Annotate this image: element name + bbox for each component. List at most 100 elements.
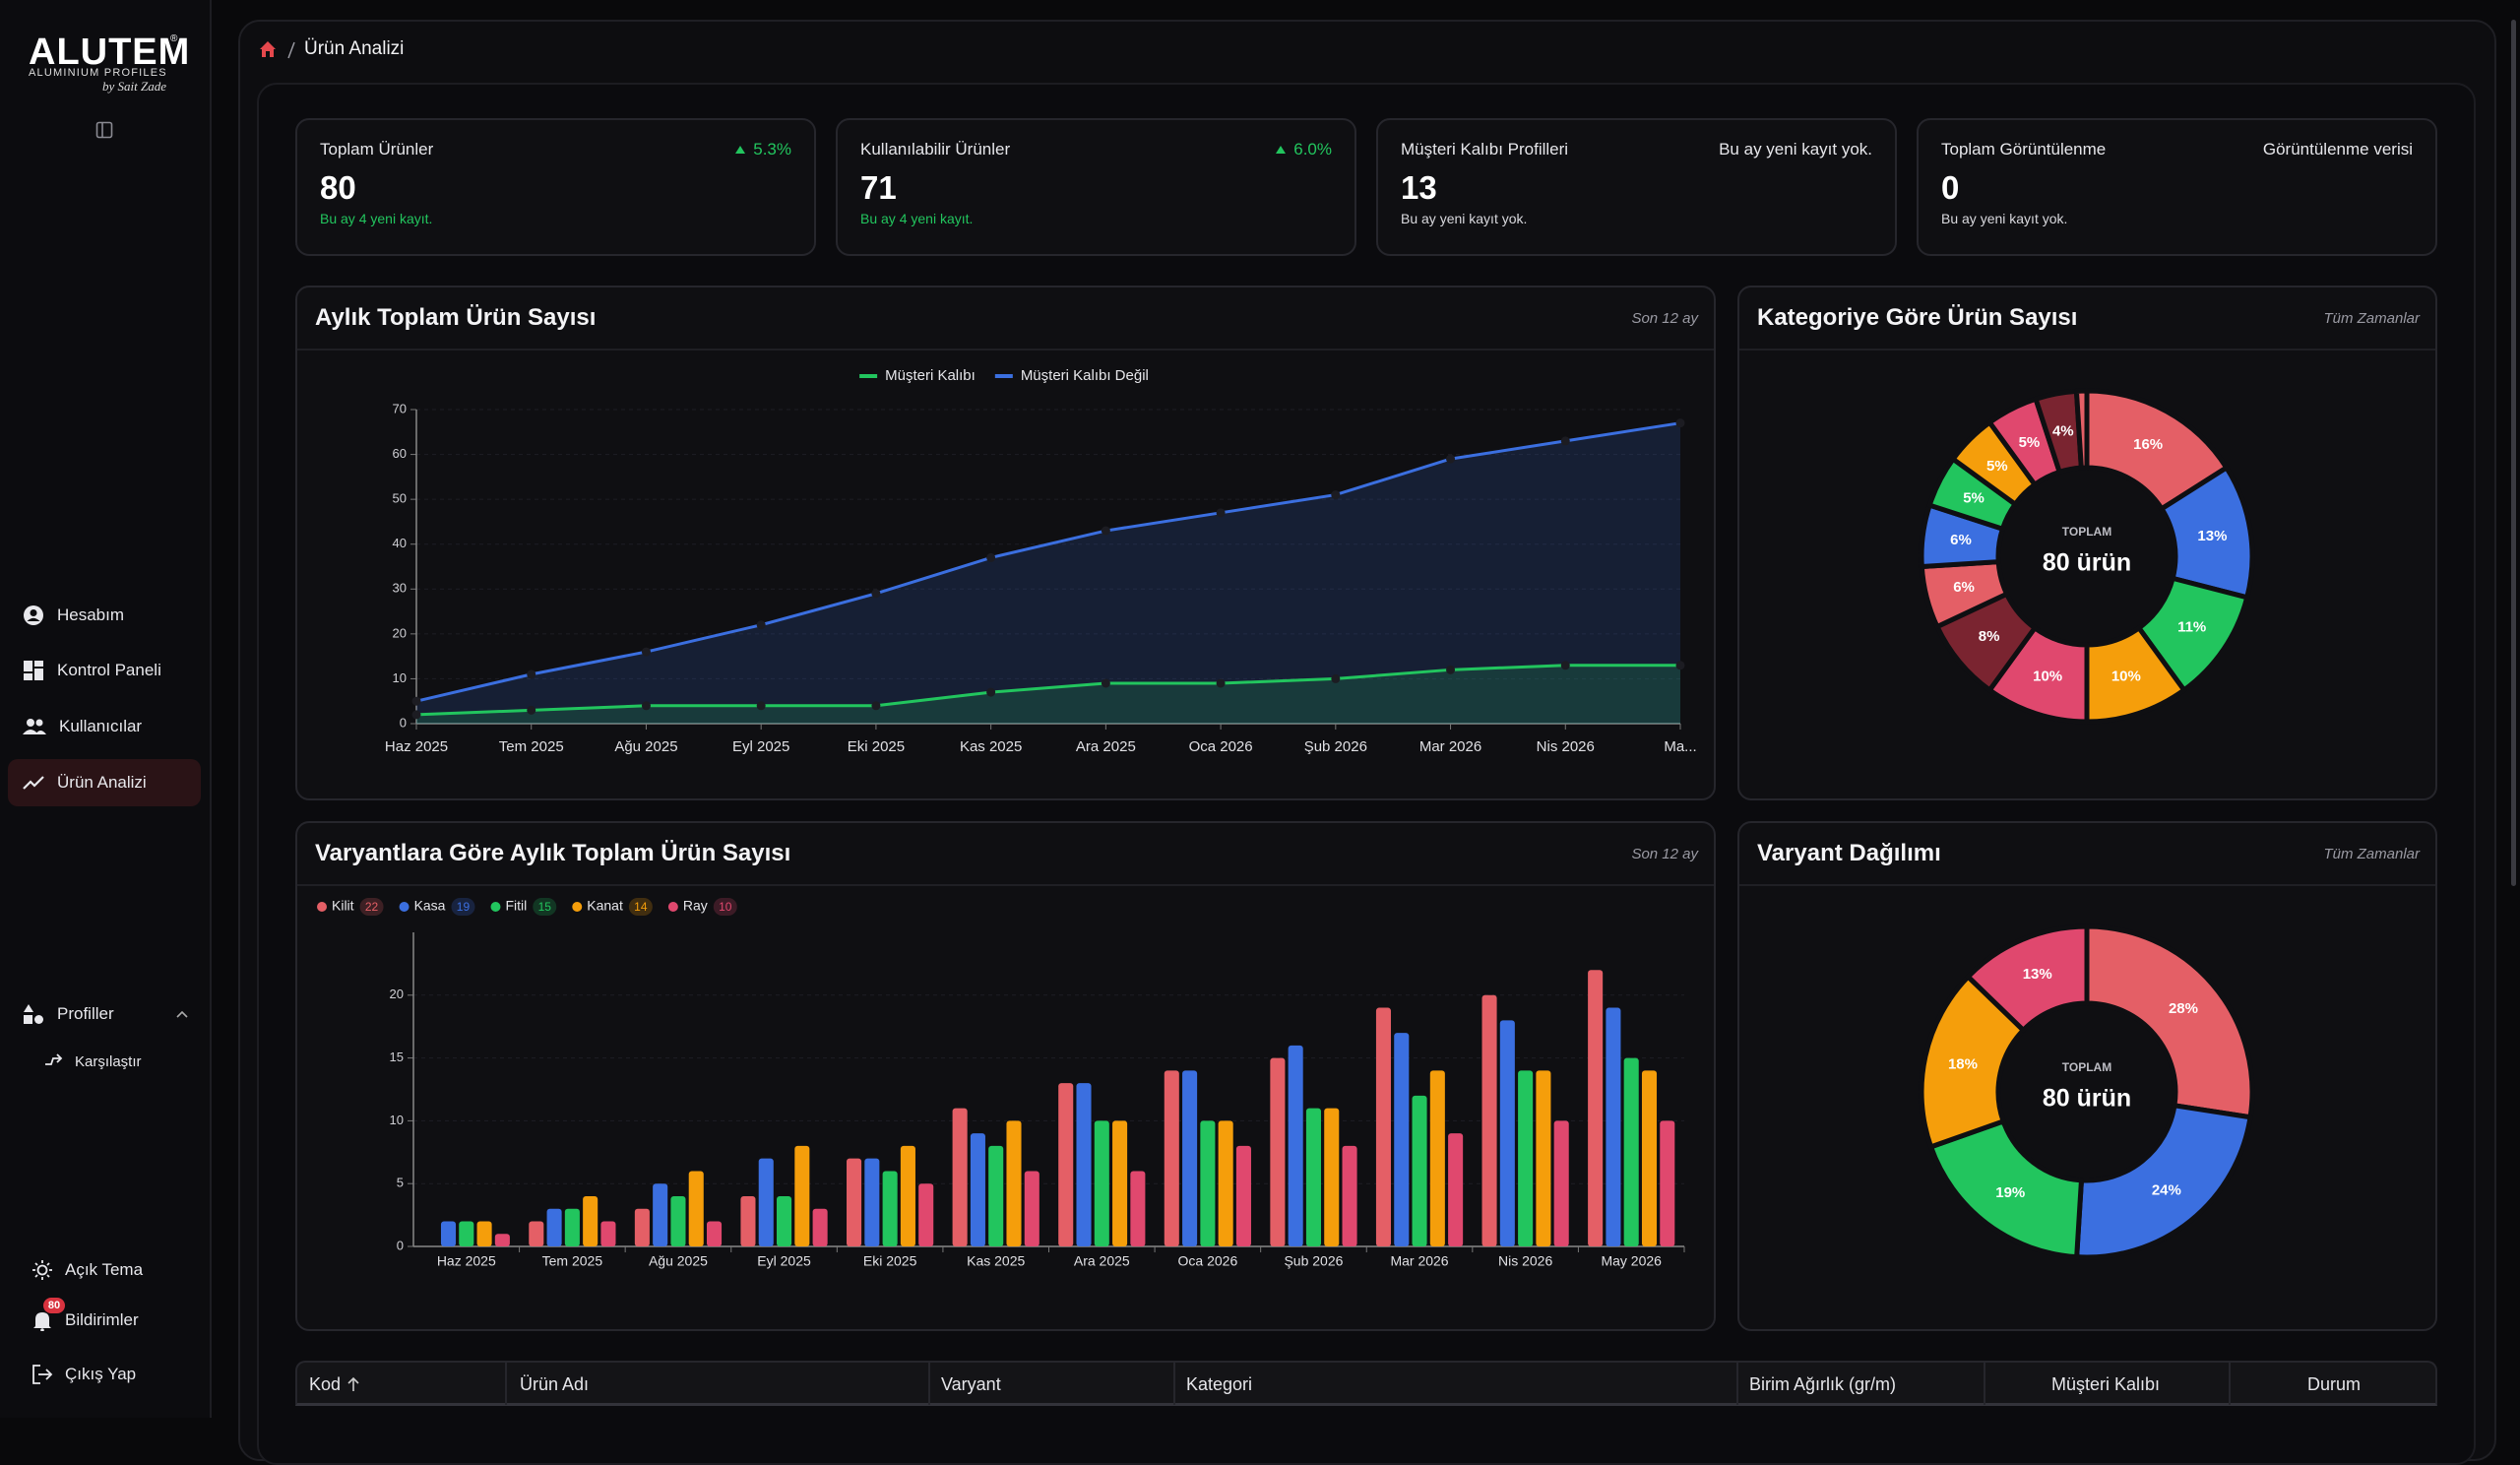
collapse-button[interactable] [95, 121, 113, 139]
chart-title: Aylık Toplam Ürün Sayısı [315, 304, 597, 331]
bar [1164, 1070, 1179, 1246]
point [527, 705, 536, 715]
sidebar: ALUTEM ® ALUMINIUM PROFILES by Sait Zade… [0, 0, 212, 1418]
area-fill [416, 665, 1680, 724]
column-separator [2229, 1363, 2231, 1405]
stat-info: Bu ay yeni kayıt yok. [1719, 140, 1872, 159]
nav-subitem[interactable]: Karşılaştır [30, 1038, 201, 1085]
bar [688, 1171, 704, 1246]
column-header[interactable]: Kod [309, 1374, 342, 1394]
stat-value: 80 [320, 169, 356, 206]
column-header[interactable]: Birim Ağırlık (gr/m) [1749, 1374, 1897, 1394]
stat-note: Bu ay 4 yeni kayıt. [860, 211, 974, 226]
column-header[interactable]: Kategori [1186, 1374, 1253, 1394]
donut-label: 5% [1986, 458, 2008, 475]
notification-badge: 80 [43, 1298, 65, 1313]
x-tick-label: May 2026 [1601, 1253, 1662, 1269]
x-tick-label: Mar 2026 [1419, 738, 1481, 755]
x-tick-label: Tem 2025 [542, 1253, 603, 1269]
point [1216, 678, 1226, 688]
chart-subtitle: Son 12 ay [1631, 846, 1698, 862]
stat-value: 71 [860, 169, 897, 206]
x-tick-label: Eki 2025 [863, 1253, 917, 1269]
donut-label: 5% [1963, 489, 1984, 506]
nav-label: Kontrol Paneli [57, 661, 161, 679]
bar [670, 1195, 686, 1246]
bar [1270, 1057, 1286, 1246]
legend-marker [572, 902, 583, 912]
point [1331, 490, 1341, 500]
donut-segment [2073, 388, 2090, 471]
nav-item[interactable]: Bildirimler [18, 1297, 211, 1344]
point [1101, 678, 1110, 688]
bar [1553, 1120, 1569, 1246]
column-header[interactable]: Müşteri Kalıbı [2050, 1374, 2161, 1394]
nav-label: Çıkış Yap [65, 1365, 137, 1383]
column-header[interactable]: Durum [2306, 1374, 2362, 1394]
legend-count-badge [451, 898, 475, 916]
legend-count-badge [359, 898, 384, 916]
y-tick-label: 20 [393, 625, 407, 640]
stat-value: 13 [1401, 169, 1437, 206]
x-tick-label: Ara 2025 [1074, 1253, 1130, 1269]
nav-item[interactable]: Kontrol Paneli [8, 647, 201, 694]
x-tick-label: Mar 2026 [1390, 1253, 1448, 1269]
nav-group[interactable]: Profiller [8, 990, 201, 1038]
y-tick-label: 10 [393, 670, 407, 685]
bar [459, 1221, 474, 1246]
nav-item[interactable]: Hesabım [8, 592, 201, 639]
nav-item-active[interactable]: Ürün Analizi [8, 759, 201, 806]
nav-item[interactable]: Açık Tema [18, 1246, 211, 1294]
point [1331, 673, 1341, 683]
legend-count: 19 [457, 900, 471, 914]
home-icon[interactable] [258, 39, 278, 59]
column-separator [1984, 1363, 1985, 1405]
x-tick-label: Nis 2026 [1537, 738, 1595, 755]
donut-center-label: TOPLAM [2062, 525, 2111, 539]
bar [1412, 1095, 1427, 1246]
chevron [176, 1010, 188, 1018]
legend-marker [667, 902, 678, 912]
x-tick-label: Tem 2025 [499, 738, 564, 755]
point [1560, 436, 1570, 446]
bar [812, 1208, 828, 1246]
point [756, 620, 766, 630]
trend-arrow [1276, 146, 1287, 154]
donut-label: 19% [1995, 1184, 2025, 1201]
bar [1623, 1057, 1639, 1246]
bar [1235, 1145, 1251, 1246]
icon [33, 1312, 51, 1331]
point [527, 669, 536, 679]
bar [583, 1195, 598, 1246]
nav-item[interactable]: Çıkış Yap [18, 1351, 211, 1398]
bar [1375, 1007, 1391, 1246]
bar [900, 1145, 915, 1246]
legend-marker [490, 902, 501, 912]
x-tick-label: Eyl 2025 [732, 738, 789, 755]
bar [1112, 1120, 1128, 1246]
stat-info: Görüntülenme verisi [2262, 140, 2413, 159]
icon [24, 661, 43, 680]
point [1675, 661, 1685, 670]
legend-marker [317, 902, 327, 912]
column-header[interactable]: Ürün Adı [520, 1374, 590, 1394]
bar [634, 1208, 650, 1246]
nav-item[interactable]: Kullanıcılar [8, 703, 201, 750]
column-header[interactable]: Varyant [941, 1374, 1001, 1394]
stat-title: Kullanılabilir Ürünler [860, 140, 1011, 159]
donut-center-value: 80 ürün [2043, 1085, 2131, 1113]
scrollbar[interactable] [2511, 20, 2516, 886]
point [1560, 661, 1570, 670]
donut-label: 24% [2152, 1181, 2181, 1198]
stat-value: 0 [1941, 169, 1960, 206]
donut-label: 13% [2023, 966, 2052, 983]
nav-label: Karşılaştır [75, 1052, 142, 1070]
x-tick-label: Şub 2026 [1304, 738, 1367, 755]
x-tick-label: Eki 2025 [848, 738, 905, 755]
trend-arrow [735, 146, 746, 154]
sort-icon[interactable] [346, 1376, 360, 1392]
legend-label: Kilit [332, 898, 354, 914]
